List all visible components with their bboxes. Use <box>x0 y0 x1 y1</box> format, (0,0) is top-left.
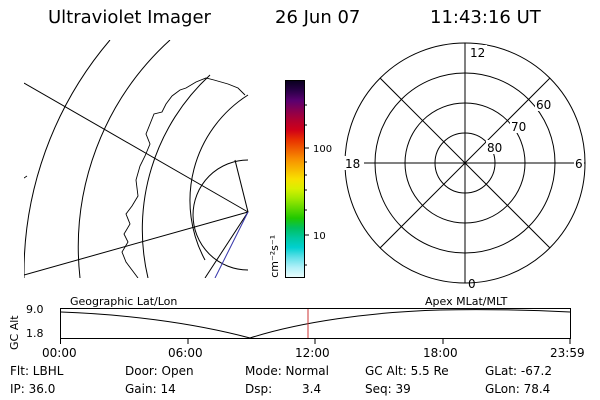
lat-80-label: 80 <box>487 141 502 155</box>
polar-plot: 12 18 6 0 60 70 80 <box>344 42 586 290</box>
geographic-map <box>24 40 249 278</box>
colorbar-tick-10: 10 <box>313 231 326 242</box>
y-tick-9: 9.0 <box>26 303 44 316</box>
gc-alt-axis-label: GC Alt <box>8 315 21 350</box>
altitude-curve <box>60 309 571 339</box>
satellite-track <box>214 211 249 278</box>
glon-info: GLon: 78.4 <box>485 382 551 396</box>
filter-info: Flt: LBHL <box>10 364 64 378</box>
x-tick-2359: 23:59 <box>550 346 585 360</box>
mode-info: Mode: Normal <box>245 364 329 378</box>
apex-label: Apex MLat/MLT <box>425 295 508 308</box>
gc-alt-info: GC Alt: 5.5 Re <box>365 364 449 378</box>
lat-70-label: 70 <box>511 120 526 134</box>
colorbar-unit-label: photon cm⁻²s⁻¹ <box>268 235 281 280</box>
mlt-0-label: 0 <box>468 277 476 290</box>
door-info: Door: Open <box>125 364 194 378</box>
x-tick-0600: 06:00 <box>168 346 203 360</box>
x-tick-0000: 00:00 <box>42 346 77 360</box>
colorbar-tick-100: 100 <box>313 144 332 155</box>
lat-60-label: 60 <box>536 98 551 112</box>
y-tick-1-8: 1.8 <box>26 327 44 340</box>
color-bar <box>285 80 305 278</box>
mlt-12-label: 12 <box>470 46 485 60</box>
lat-arc-3 <box>141 74 211 278</box>
island <box>24 175 28 179</box>
dsp-value: 3.4 <box>302 382 322 396</box>
gain-info: Gain: 14 <box>125 382 176 396</box>
meridian-2 <box>24 211 249 276</box>
meridian-1 <box>24 82 249 213</box>
dsp-label: Dsp: <box>245 382 273 396</box>
lat-arc-1 <box>24 40 111 278</box>
geographic-label: Geographic Lat/Lon <box>70 295 178 308</box>
app-title: Ultraviolet Imager <box>48 7 211 28</box>
color-bar-axis: 100 10 photon cm⁻²s⁻¹ <box>268 104 332 280</box>
coastline <box>121 77 246 278</box>
diagonal-2 <box>379 77 551 249</box>
gc-alt-timeline <box>60 308 571 344</box>
date-label: 26 Jun 07 <box>275 7 361 28</box>
meridian-4 <box>234 159 249 213</box>
seq-info: Seq: 39 <box>365 382 411 396</box>
lat-arc-2 <box>77 40 171 278</box>
lat-arc-5 <box>192 159 249 271</box>
mlt-6-label: 6 <box>575 157 583 171</box>
x-tick-1800: 18:00 <box>423 346 458 360</box>
mlt-18-label: 18 <box>345 157 360 171</box>
lat-arc-4 <box>189 94 249 261</box>
meridian-3 <box>204 211 249 278</box>
ip-info: IP: 36.0 <box>10 382 56 396</box>
x-tick-1200: 12:00 <box>295 346 330 360</box>
glat-info: GLat: -67.2 <box>485 364 552 378</box>
time-label: 11:43:16 UT <box>430 7 541 28</box>
